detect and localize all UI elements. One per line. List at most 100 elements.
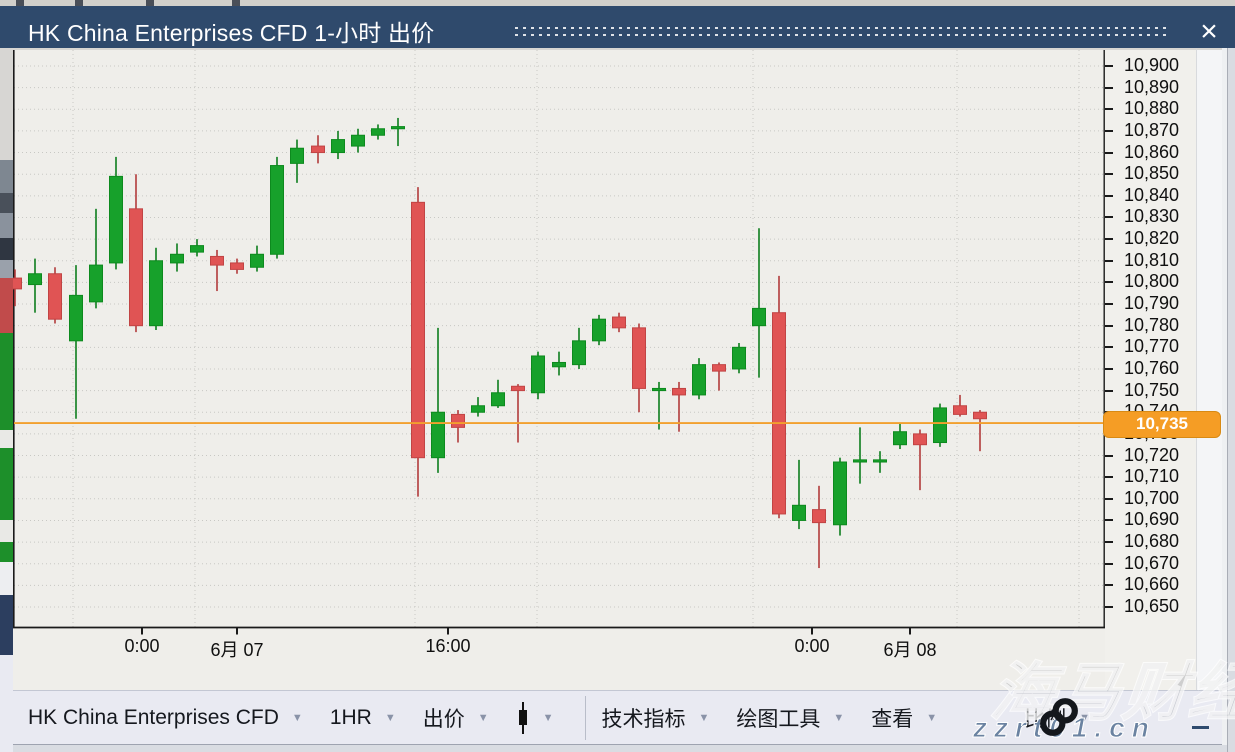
chevron-down-icon: ▼ xyxy=(926,711,938,724)
background-window-fragment xyxy=(0,160,13,193)
background-window-mark xyxy=(75,0,83,6)
price-tick xyxy=(1105,497,1113,500)
background-window-strip xyxy=(0,0,1235,6)
candle-down xyxy=(772,275,786,519)
toolbar-symbol-select[interactable]: HK China Enterprises CFD ▼ xyxy=(28,706,303,730)
background-window-fragment xyxy=(0,278,13,333)
toolbar-link-button[interactable] xyxy=(964,717,1004,718)
candlestick-chart[interactable] xyxy=(13,50,1105,642)
candle-up xyxy=(250,245,264,272)
background-window-fragment xyxy=(0,260,13,278)
candle-up xyxy=(170,243,184,272)
price-axis-column[interactable] xyxy=(1105,48,1196,692)
candle-up xyxy=(853,427,867,484)
price-tick-label: 10,680 xyxy=(1124,531,1180,552)
candle-down xyxy=(672,381,686,432)
price-tick-label: 10,660 xyxy=(1124,574,1180,595)
candle-up xyxy=(592,314,606,346)
price-tick xyxy=(1105,151,1113,154)
price-tick-label: 10,760 xyxy=(1124,357,1180,378)
price-tick xyxy=(1105,519,1113,522)
price-tick xyxy=(1105,606,1113,608)
price-tick xyxy=(1105,238,1113,241)
candle-down xyxy=(129,174,143,333)
interval-select-label: 1HR xyxy=(329,705,372,729)
price-tick-label: 10,720 xyxy=(1124,444,1180,465)
candle-down xyxy=(210,249,224,292)
candles xyxy=(13,117,987,569)
background-window-mark xyxy=(16,0,24,6)
candle-up xyxy=(833,457,847,536)
candle-down xyxy=(511,384,525,443)
candle-down xyxy=(311,135,325,164)
toolbar-drawing-tools-menu[interactable]: 绘图工具 ▼ xyxy=(736,703,844,733)
price-tick-label: 10,810 xyxy=(1124,249,1180,270)
candle-up xyxy=(371,124,385,140)
price-tick xyxy=(1105,476,1113,479)
symbol-select-label: HK China Enterprises CFD xyxy=(28,705,279,729)
background-window-mark xyxy=(232,0,240,6)
price-tick xyxy=(1105,562,1113,565)
toolbar-price-type-select[interactable]: 出价 ▼ xyxy=(423,703,489,733)
candle-down xyxy=(411,187,425,497)
candle-up xyxy=(732,342,746,374)
price-tick-label: 10,840 xyxy=(1124,184,1180,205)
drawing-tools-menu-label: 绘图工具 xyxy=(736,707,821,731)
chevron-down-icon: ▼ xyxy=(291,711,303,724)
price-tick xyxy=(1105,194,1113,197)
price-tick-label: 10,830 xyxy=(1124,206,1180,227)
candle-up xyxy=(89,208,103,309)
price-tick-label: 10,800 xyxy=(1124,271,1180,292)
window-right-chrome xyxy=(1222,48,1227,752)
candle-up xyxy=(149,247,163,331)
background-window-fragment xyxy=(0,213,13,238)
price-type-select-label: 出价 xyxy=(422,707,465,731)
price-tick-label: 10,700 xyxy=(1124,487,1180,508)
current-price-value: 10,735 xyxy=(1136,414,1188,434)
window-bottom-edge xyxy=(13,745,1227,752)
toolbar-view-menu[interactable]: 查看 ▼ xyxy=(871,703,937,733)
candle-up xyxy=(692,358,706,400)
price-tick-label: 10,750 xyxy=(1124,379,1180,400)
price-tick xyxy=(1105,303,1113,306)
candle-up xyxy=(552,351,566,376)
chevron-down-icon: ▼ xyxy=(542,711,554,724)
toolbar-divider xyxy=(584,695,586,740)
price-tick-label: 10,690 xyxy=(1124,509,1180,530)
time-tick-label: 16:00 xyxy=(425,636,471,656)
price-tick xyxy=(1105,454,1113,457)
drag-dots-row xyxy=(515,34,1167,36)
price-tick xyxy=(1105,259,1113,262)
background-window-fragment xyxy=(0,238,13,260)
candle-down xyxy=(230,258,244,274)
background-window-fragment xyxy=(0,562,13,595)
background-window-fragment xyxy=(0,520,13,542)
current-price-tag: 10,735 xyxy=(1103,410,1221,438)
price-tick xyxy=(1105,86,1113,89)
candle-up xyxy=(531,351,545,400)
price-tick-label: 10,770 xyxy=(1124,336,1180,357)
candle-up xyxy=(873,451,887,473)
price-tick-label: 10,870 xyxy=(1124,119,1180,140)
close-button[interactable]: × xyxy=(1188,12,1230,52)
candle-down xyxy=(451,410,465,443)
price-tick-label: 10,860 xyxy=(1124,141,1180,162)
drag-handle[interactable] xyxy=(515,27,1167,40)
price-tick-label: 10,850 xyxy=(1124,163,1180,184)
price-tick xyxy=(1105,216,1113,219)
candle-down xyxy=(13,269,22,307)
candle-up xyxy=(270,156,284,259)
toolbar-indicators-menu[interactable]: 技术指标 ▼ xyxy=(602,703,710,733)
candle-up xyxy=(109,156,123,270)
toolbar-interval-select[interactable]: 1HR ▼ xyxy=(330,706,396,730)
price-tick-label: 10,670 xyxy=(1124,552,1180,573)
candle-up xyxy=(471,397,485,417)
toolbar-chart-type-select[interactable]: ▼ xyxy=(516,701,554,734)
window-right-edge xyxy=(1227,6,1235,752)
candle-down xyxy=(973,410,987,452)
price-tick-label: 10,650 xyxy=(1124,596,1180,616)
watermark-dash xyxy=(1192,726,1209,729)
link-button[interactable] xyxy=(1036,694,1082,745)
price-tick xyxy=(1105,389,1113,392)
chevron-down-icon: ▼ xyxy=(384,711,396,724)
